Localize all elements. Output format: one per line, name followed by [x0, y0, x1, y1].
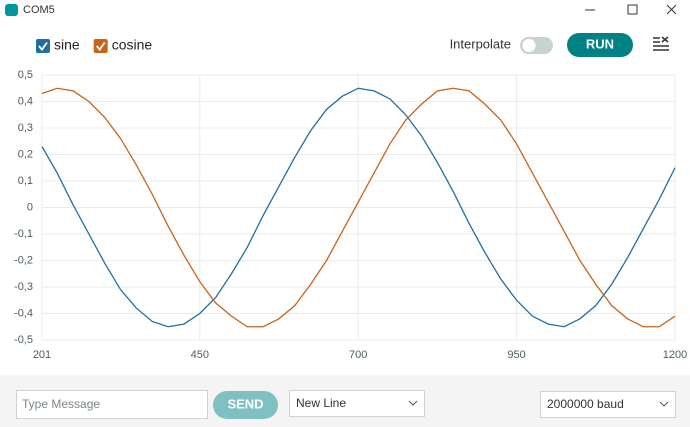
legend-label: cosine: [112, 37, 153, 53]
run-button[interactable]: [567, 33, 633, 57]
line-ending-value: New Line: [296, 396, 346, 410]
checkmark: [96, 41, 106, 51]
send-button[interactable]: [213, 391, 278, 419]
x-tick-label: 1200: [663, 349, 687, 361]
series-line: [41, 87, 676, 328]
y-tick-label: -0,4: [14, 307, 33, 319]
legend-label: sine: [54, 37, 80, 53]
dropdown-chevron: [659, 401, 669, 407]
y-tick-label: -0,1: [14, 228, 33, 240]
x-tick-label: 450: [191, 349, 209, 361]
baud-value: 2000000 baud: [547, 397, 624, 411]
legend-checkbox[interactable]: [36, 39, 50, 53]
app-icon: [5, 4, 18, 16]
y-tick-label: -0,2: [14, 254, 33, 266]
line-ending-select[interactable]: [289, 390, 425, 417]
y-tick-label: -0,5: [14, 334, 33, 346]
x-tick-label: 950: [507, 349, 525, 361]
checkmark: [38, 41, 48, 51]
y-tick-label: 0,2: [18, 148, 33, 160]
y-tick-label: 0,4: [18, 95, 33, 107]
y-tick-label: 0,3: [18, 122, 33, 134]
send-button-label: SEND: [227, 396, 263, 411]
message-placeholder: Type Message: [22, 397, 100, 411]
toggle-knob: [522, 39, 536, 52]
dropdown-chevron: [408, 400, 418, 406]
series-line: [41, 87, 676, 328]
x-tick-label: 201: [33, 349, 51, 361]
interpolate-label: Interpolate: [450, 36, 511, 51]
run-button-label: RUN: [586, 36, 614, 51]
baud-select[interactable]: [540, 391, 676, 418]
y-tick-label: -0,3: [14, 281, 33, 293]
legend-checkbox[interactable]: [93, 39, 108, 53]
close-button[interactable]: [666, 4, 677, 15]
maximize-button[interactable]: [627, 4, 638, 15]
y-tick-label: 0,1: [18, 175, 33, 187]
window-title: COM5: [23, 4, 55, 16]
message-input[interactable]: [16, 390, 208, 419]
y-tick-label: 0: [27, 201, 33, 213]
y-tick-label: 0,5: [18, 69, 33, 81]
clear-menu-icon[interactable]: [653, 36, 669, 51]
x-tick-label: 700: [349, 349, 367, 361]
